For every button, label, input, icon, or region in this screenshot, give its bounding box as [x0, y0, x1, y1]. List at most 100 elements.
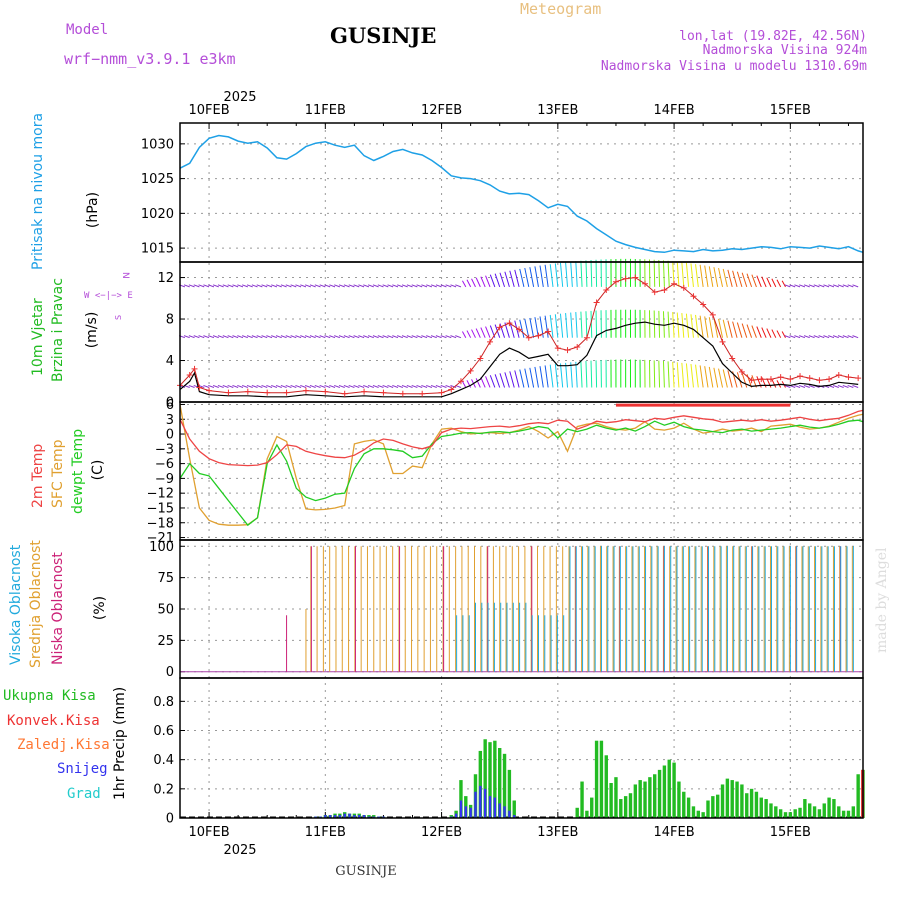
wind-barb: [662, 360, 665, 388]
wind-barb: [799, 335, 806, 339]
snow-bar: [493, 797, 497, 818]
wind-barb: [485, 376, 491, 388]
wind-barb: [699, 365, 704, 388]
wind-barb: [222, 384, 229, 388]
precip-bar: [488, 742, 492, 818]
snow-bar: [513, 815, 516, 818]
wind-barb: [382, 384, 389, 388]
wind-gust-marker: [622, 275, 629, 282]
wind-barb: [722, 268, 728, 288]
wind-barb: [387, 284, 394, 288]
wind-gust-marker: [709, 311, 716, 318]
compass-s: S: [114, 315, 123, 320]
wind-barb: [450, 384, 457, 388]
altitude-label: Nadmorska Visina 924m: [703, 43, 868, 58]
wind-gust-marker: [477, 355, 484, 362]
snow-bar: [362, 815, 366, 818]
day-label-bottom: 10FEB: [188, 825, 229, 840]
wind-gust-marker: [380, 389, 387, 396]
wind-barb: [363, 335, 370, 339]
snow-bar: [498, 803, 501, 818]
wind-barb: [304, 335, 311, 339]
wind-barb: [411, 284, 418, 288]
wind-gust-marker: [748, 377, 755, 384]
precip-bar: [483, 739, 487, 818]
wind-barb: [534, 266, 539, 287]
cloud-unit: (%): [92, 596, 108, 620]
wind-gust-marker: [845, 374, 852, 381]
wind-barb: [471, 329, 476, 338]
wind-barb: [704, 265, 709, 287]
snow-bar: [469, 807, 472, 818]
wind-barb: [808, 335, 815, 339]
wind-unit: (m/s): [84, 312, 100, 349]
wind-barb: [461, 381, 467, 388]
wind-barb: [275, 284, 282, 288]
wind-barb: [704, 366, 709, 388]
temp-unit: (C): [90, 460, 106, 481]
wind-barb: [803, 384, 810, 388]
wind-gust-marker: [593, 299, 600, 306]
wind-barb: [450, 284, 457, 288]
pressure-line: [179, 134, 864, 254]
wind-barb: [367, 384, 374, 388]
wind-subtitle: Brzina i Pravac: [50, 278, 66, 382]
snow-bar: [358, 815, 361, 818]
snow-bar: [328, 815, 332, 818]
wind-barb: [406, 335, 413, 339]
y-tick-label: −18: [147, 516, 174, 531]
precip-bar: [677, 781, 681, 818]
precip-bar: [604, 755, 608, 818]
wind-barb: [658, 260, 661, 287]
wind-barb: [580, 311, 583, 338]
wind-barb: [794, 335, 801, 339]
wind-barb: [329, 384, 336, 388]
wind-barb: [480, 327, 486, 338]
wind-barb: [539, 265, 544, 287]
wind-title: 10m Vjetar: [30, 298, 46, 376]
wind-barb: [565, 362, 569, 388]
wind-barb: [445, 335, 452, 339]
snow-bar: [333, 815, 337, 818]
precip-bar: [614, 777, 618, 818]
wind-barb: [676, 362, 680, 388]
wind-barb: [203, 335, 210, 339]
precip-bar: [745, 793, 749, 818]
wind-barb: [832, 284, 839, 288]
wind-barb: [295, 384, 302, 388]
wind-barb: [718, 267, 724, 287]
wind-barb: [227, 335, 234, 339]
wind-barb: [421, 384, 428, 388]
wind-barb: [387, 335, 394, 339]
y-tick-label: 4: [166, 354, 174, 369]
pressure-title: Pritisak na nivou mora: [30, 113, 46, 270]
wind-barb: [776, 279, 782, 288]
wind-barb: [756, 275, 762, 288]
wind-gust-marker: [244, 388, 251, 395]
wind-barb: [334, 284, 341, 288]
wind-gust-marker: [642, 280, 649, 287]
wind-barb: [188, 384, 195, 388]
wind-barb: [519, 319, 525, 338]
precip-bar: [638, 780, 642, 818]
wind-barb: [837, 384, 844, 388]
snow-bar: [503, 806, 506, 818]
wind-barb: [549, 264, 554, 287]
wind-barb: [751, 274, 757, 288]
wind-barb: [471, 278, 476, 288]
wind-barb: [217, 384, 224, 388]
precip-bar: [575, 807, 579, 818]
snow-bar: [343, 813, 346, 818]
wind-barb: [193, 284, 200, 288]
wind-gust-marker: [283, 389, 290, 396]
wind-barb: [741, 272, 748, 288]
wind-barb: [421, 335, 428, 339]
wind-barb: [285, 335, 292, 339]
wind-barb: [242, 335, 248, 339]
wind-barb: [353, 335, 360, 339]
wind-barb: [193, 335, 200, 339]
wind-barb: [334, 384, 341, 388]
wind-barb: [358, 284, 365, 288]
wind-barb: [334, 335, 341, 339]
wind-barb: [266, 384, 273, 388]
